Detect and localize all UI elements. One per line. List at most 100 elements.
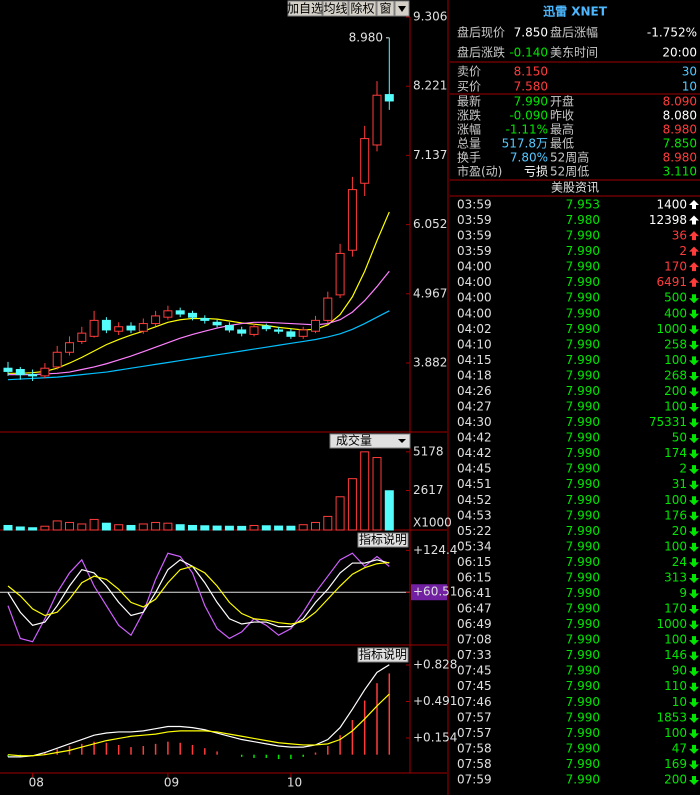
indicator-line <box>7 561 390 625</box>
quote-label: 最低 <box>550 137 574 151</box>
trade-volume: 47 <box>672 741 687 755</box>
quote-value: 7.580 <box>514 80 548 94</box>
trade-volume: 6491 <box>656 275 687 289</box>
quote-value: 8.150 <box>514 65 548 79</box>
trade-price: 7.990 <box>566 260 600 274</box>
x-tick-label: 09 <box>164 776 179 790</box>
volume-bar <box>77 523 87 531</box>
volume-bar <box>89 518 99 531</box>
panel-label[interactable]: 成交量 <box>336 433 372 448</box>
charts: 9.306 8.221 7.137 6.052 4.967 3.882 08 09 10 8.98… <box>0 10 457 790</box>
panel-label[interactable]: 指标说明 <box>359 532 407 547</box>
toolbar-label[interactable]: 除权 <box>350 1 374 16</box>
quote-label: 盘后涨跌 <box>457 45 505 60</box>
volume-bar <box>360 451 370 531</box>
trade-time: 03:59 <box>457 198 492 212</box>
quote-value: 8.080 <box>663 109 697 123</box>
trade-price: 7.990 <box>566 602 600 616</box>
trade-price: 7.990 <box>566 493 600 507</box>
trade-volume: 110 <box>664 679 687 693</box>
y-tick-label: 7.137 <box>413 148 447 162</box>
candle-body <box>65 342 74 353</box>
trade-volume: 1000 <box>656 617 687 631</box>
trade-arrow <box>689 573 699 583</box>
candle-body <box>237 329 247 334</box>
toolbar-label[interactable]: 均线 <box>323 2 347 16</box>
quote-value: 10 <box>682 80 697 94</box>
volume-bar <box>188 524 197 531</box>
trade-arrow <box>689 309 699 319</box>
trade-price: 7.990 <box>566 695 600 709</box>
trade-price: 7.990 <box>566 648 600 662</box>
trade-arrow <box>689 325 699 335</box>
trade-arrow <box>689 418 699 428</box>
quote-label: 换手 <box>457 151 481 165</box>
quote-label: 52周低 <box>550 165 589 179</box>
trade-arrow <box>689 496 699 506</box>
toolbar-button[interactable] <box>376 0 395 17</box>
candle-body <box>28 374 38 377</box>
trade-volume: 50 <box>672 431 687 445</box>
trade-volume: 100 <box>664 493 687 507</box>
volume-bar <box>335 496 345 531</box>
trade-time: 04:10 <box>457 337 492 351</box>
trade-time: 05:34 <box>457 539 492 553</box>
toolbar-button[interactable] <box>322 0 349 17</box>
trade-price: 7.990 <box>566 384 600 398</box>
trade-arrow <box>689 620 699 630</box>
trade-arrow <box>689 480 699 490</box>
toolbar-label[interactable]: 窗 <box>379 2 391 16</box>
panel-label-box[interactable] <box>357 532 409 548</box>
trade-arrow <box>689 403 699 413</box>
trade-time: 07:59 <box>457 772 492 786</box>
trade-volume: 12398 <box>649 213 687 227</box>
trade-volume: 200 <box>664 384 687 398</box>
trade-time: 04:45 <box>457 462 492 476</box>
toolbar-icon[interactable] <box>398 6 406 12</box>
indicator-line <box>7 310 390 381</box>
toolbar-button[interactable] <box>348 0 377 17</box>
trade-arrow <box>689 744 699 754</box>
trade-price: 7.990 <box>566 570 600 584</box>
volume-bar <box>101 522 111 531</box>
trade-time: 03:59 <box>457 244 492 258</box>
trade-arrow <box>689 775 699 785</box>
volume-bar <box>114 524 124 531</box>
trade-time: 06:15 <box>457 555 492 569</box>
toolbar-label[interactable]: 加自选 <box>287 2 323 16</box>
candle-body <box>311 319 320 332</box>
toolbar-button[interactable] <box>287 0 323 17</box>
trade-arrow <box>689 246 699 256</box>
trade-price: 7.980 <box>566 213 600 227</box>
panel-label-box[interactable] <box>357 647 409 663</box>
trade-arrow <box>689 698 699 708</box>
trade-arrow <box>689 215 699 225</box>
trade-volume: 170 <box>664 260 687 274</box>
quote-label: 最新 <box>457 94 481 109</box>
panel-label[interactable]: 指标说明 <box>359 647 407 662</box>
volume-bar <box>175 524 185 531</box>
indicator-line <box>8 211 390 374</box>
volume-bar <box>200 525 210 531</box>
trade-price: 7.990 <box>566 306 600 320</box>
trade-volume: 75331 <box>649 415 687 429</box>
panel-label-box[interactable] <box>329 433 411 449</box>
trade-time: 07:57 <box>457 710 492 724</box>
volume-bar <box>52 520 62 531</box>
indicator-line <box>8 664 390 758</box>
y-tick-label: 6.052 <box>413 217 447 231</box>
trade-price: 7.990 <box>566 586 600 600</box>
y-tick-label: +0.154 <box>413 731 457 745</box>
news-link[interactable]: 美股资讯 <box>551 181 599 195</box>
trade-time: 04:26 <box>457 384 492 398</box>
trade-volume: 31 <box>672 477 687 491</box>
candle-body <box>101 319 111 331</box>
trade-volume: 9 <box>679 586 687 600</box>
candle-body <box>151 315 161 325</box>
trade-volume: 100 <box>664 633 687 647</box>
candle-body <box>224 324 234 331</box>
candle-body <box>298 329 308 337</box>
trade-arrow <box>689 713 699 723</box>
trade-arrow <box>689 465 699 475</box>
panel-label-arrow[interactable] <box>398 439 406 443</box>
